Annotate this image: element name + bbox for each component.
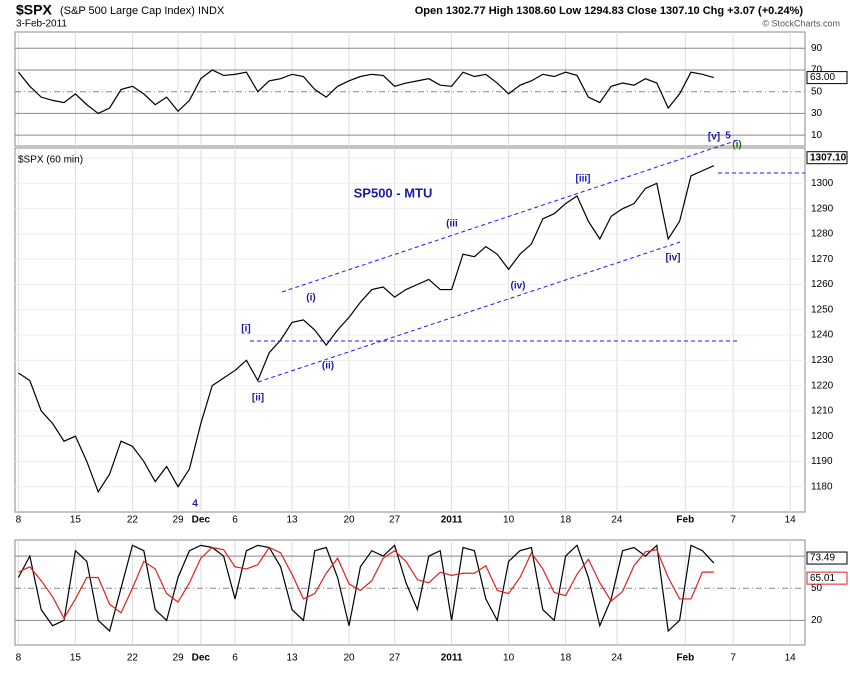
- x-tick-label: Dec: [192, 653, 211, 664]
- date: 3-Feb-2011: [16, 19, 67, 30]
- x-tick-label: 14: [785, 515, 797, 526]
- y-tick-label: 1230: [811, 355, 834, 366]
- wave-label: (ii): [322, 361, 334, 372]
- x-tick-label: 18: [560, 515, 572, 526]
- panel: [14, 31, 806, 147]
- y-tick-label: 50: [811, 583, 823, 594]
- wave-label: (i): [306, 293, 315, 304]
- wave-label: (iii: [446, 219, 458, 230]
- wave-label: [v]: [708, 132, 720, 143]
- x-tick-label: 10: [503, 653, 515, 664]
- x-tick-label: 22: [127, 653, 139, 664]
- index-name: (S&P 500 Large Cap Index) INDX: [60, 5, 225, 17]
- x-tick-label: 6: [232, 653, 238, 664]
- x-tick-label: 18: [560, 653, 572, 664]
- x-tick-label: 24: [611, 515, 623, 526]
- y-tick-label: 70: [811, 65, 823, 76]
- wave-label: [iv]: [666, 253, 681, 264]
- chart-title: $SPX (60 min): [18, 155, 83, 166]
- y-tick-label: 1190: [811, 456, 833, 467]
- wave-label: (iv): [511, 281, 526, 292]
- x-tick-label: Feb: [676, 515, 694, 526]
- y-tick-label: 1240: [811, 330, 834, 341]
- x-tick-label: 6: [232, 515, 238, 526]
- y-tick-label: 1290: [811, 203, 834, 214]
- y-tick-label: 90: [811, 43, 823, 54]
- last-value-box: [806, 571, 848, 585]
- y-tick-label: 1220: [811, 380, 834, 391]
- y-tick-label: 30: [811, 108, 823, 119]
- last-value-label: 1307.10: [810, 152, 847, 163]
- wave-label: 4: [192, 499, 198, 510]
- x-tick-label: 7: [730, 515, 736, 526]
- wave-label: [iii]: [576, 174, 591, 185]
- y-tick-label: 20: [811, 615, 823, 626]
- y-tick-label: 50: [811, 86, 823, 97]
- x-tick-label: 2011: [441, 515, 463, 526]
- price-line: [18, 546, 714, 620]
- y-tick-label: 1210: [811, 406, 834, 417]
- x-tick-label: 8: [16, 653, 22, 664]
- x-tick-label: 8: [16, 515, 22, 526]
- x-tick-label: 29: [172, 653, 184, 664]
- x-tick-label: 29: [172, 515, 184, 526]
- y-tick-label: 1200: [811, 431, 834, 442]
- x-tick-label: 10: [503, 515, 515, 526]
- x-tick-label: 22: [127, 515, 139, 526]
- last-value-label: 65.01: [810, 573, 835, 584]
- last-value-box: [806, 151, 848, 165]
- panel: [14, 147, 806, 513]
- y-tick-label: 10: [811, 130, 823, 141]
- x-tick-label: 15: [70, 653, 82, 664]
- x-tick-label: 2011: [441, 653, 463, 664]
- last-value-label: 73.49: [810, 553, 835, 564]
- x-tick-label: 14: [785, 653, 797, 664]
- y-tick-label: 1300: [811, 178, 834, 189]
- y-tick-label: 1280: [811, 229, 834, 240]
- quote: Open 1302.77 High 1308.60 Low 1294.83 Cl…: [415, 5, 804, 17]
- y-tick-label: 1250: [811, 304, 834, 315]
- x-tick-label: 27: [389, 515, 401, 526]
- symbol: $SPX: [16, 2, 52, 18]
- last-value-label: 63.00: [810, 72, 835, 83]
- x-tick-label: Dec: [192, 515, 211, 526]
- credit: © StockCharts.com: [762, 18, 840, 28]
- x-tick-label: 20: [343, 515, 355, 526]
- y-tick-label: 1260: [811, 279, 834, 290]
- wave-label: 5: [725, 131, 731, 142]
- x-tick-label: 13: [286, 653, 298, 664]
- x-tick-label: 24: [611, 653, 623, 664]
- wave-label: (i): [732, 140, 741, 151]
- x-tick-label: 15: [70, 515, 82, 526]
- price-line: [18, 165, 715, 494]
- wave-label: [i]: [241, 324, 250, 335]
- y-tick-label: 1180: [811, 481, 833, 492]
- x-tick-label: 27: [389, 653, 401, 664]
- x-tick-label: 13: [286, 515, 298, 526]
- price-line: [17, 544, 715, 633]
- last-value-box: [806, 71, 848, 85]
- last-value-box: [806, 551, 848, 565]
- x-tick-label: Feb: [676, 653, 694, 664]
- wave-label: [ii]: [252, 393, 264, 404]
- x-tick-label: 20: [343, 653, 355, 664]
- y-tick-label: 1270: [811, 254, 834, 265]
- price-line: [17, 69, 714, 115]
- channel-lines: [250, 139, 805, 383]
- x-tick-label: 7: [730, 653, 736, 664]
- wave-label: SP500 - MTU: [354, 185, 433, 200]
